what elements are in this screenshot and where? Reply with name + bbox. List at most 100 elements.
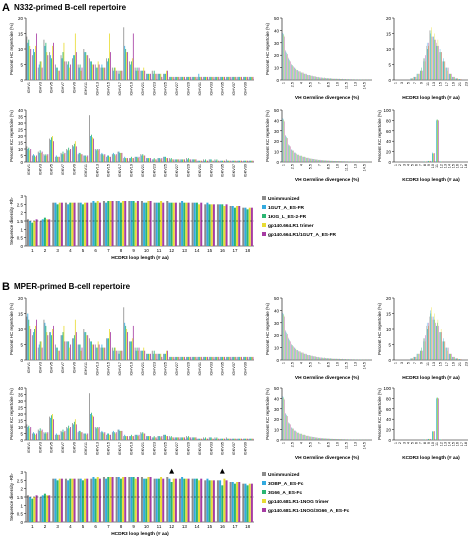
x-tick-label: IGHV35: [221, 82, 225, 96]
bar: [54, 202, 57, 246]
bar: [193, 356, 195, 360]
bar: [61, 58, 63, 80]
bar: [83, 329, 85, 360]
bar: [69, 428, 71, 440]
bar: [436, 398, 437, 440]
bar: [137, 70, 139, 80]
bar: [223, 478, 226, 522]
bar: [103, 433, 105, 440]
y-tick-label: 0: [388, 358, 391, 363]
bar: [132, 158, 134, 162]
x-tick-label: 17: [232, 524, 238, 529]
bar: [181, 477, 184, 522]
bar: [209, 76, 211, 80]
x-tick-label: 15: [452, 442, 456, 446]
x-tick-label: IGHV11: [84, 82, 88, 95]
bar: [34, 433, 35, 440]
bar: [106, 338, 108, 360]
x-tick-label: 13: [354, 442, 358, 446]
x-tick-label: 12: [169, 524, 175, 529]
bar: [38, 64, 40, 80]
bar: [54, 478, 57, 522]
bar: [92, 477, 95, 522]
bar: [127, 158, 129, 162]
bar: [191, 356, 193, 360]
y-tick-label: 30: [274, 41, 280, 46]
bar: [118, 429, 120, 440]
bar: [44, 155, 46, 162]
bar: [178, 478, 181, 522]
bar: [208, 356, 210, 360]
bar: [29, 45, 31, 80]
bar: [147, 73, 148, 80]
x-tick-label: 5: [406, 362, 410, 364]
bar: [55, 67, 57, 80]
bar: [101, 430, 103, 440]
bar: [243, 356, 244, 360]
panel-b-letter: B: [2, 281, 10, 293]
bar: [26, 495, 29, 522]
bar: [70, 344, 72, 360]
bar: [168, 76, 170, 80]
x-tick-label: 8: [120, 524, 123, 529]
bar: [33, 497, 36, 522]
bar: [175, 437, 177, 440]
x-tick-label: 12: [169, 248, 175, 253]
bar: [174, 478, 177, 522]
bar: [191, 159, 193, 162]
x-tick-label: 21: [458, 82, 462, 86]
bar: [134, 202, 137, 246]
bar: [165, 73, 166, 80]
x-tick-label: IGHV25: [164, 82, 168, 96]
y-tick-label: 5: [388, 63, 391, 68]
x-tick-label: IGKV37: [232, 164, 236, 177]
bar: [130, 477, 133, 522]
bar: [78, 430, 80, 440]
bar: [208, 437, 210, 440]
x-tick-label: IGKV19: [129, 164, 133, 177]
bar: [69, 67, 71, 80]
bar: [131, 338, 133, 360]
bar: [119, 478, 122, 522]
bar: [174, 159, 176, 162]
bar: [184, 76, 186, 80]
x-tick-label: 19: [452, 82, 456, 86]
bar: [64, 152, 66, 162]
bar: [126, 158, 128, 162]
bar: [111, 67, 113, 80]
bar: [73, 424, 74, 440]
x-tick-label: 12: [439, 164, 443, 168]
x-tick-label: 1: [31, 524, 34, 529]
y-tick-label: 0: [276, 358, 279, 363]
bar: [197, 76, 199, 80]
bar: [153, 70, 155, 80]
bar: [118, 151, 120, 162]
bar: [130, 434, 132, 440]
bar: [112, 350, 114, 360]
bar: [86, 55, 88, 80]
bar: [71, 478, 74, 522]
x-tick-label: IGHV17: [118, 82, 122, 96]
y-tick-label: 1.5: [17, 495, 24, 500]
bar: [53, 419, 54, 440]
bar: [155, 159, 157, 162]
bar: [64, 202, 67, 246]
bar: [123, 307, 125, 360]
chart-B-kc-div: 0 10 20 30 40 50 Percent KC repertoire (%) 1 2.5…: [265, 386, 372, 461]
bar: [35, 156, 36, 162]
x-tick-label: IGHV5: [50, 362, 54, 373]
bar: [129, 341, 130, 360]
bar: [211, 438, 213, 440]
bar: [140, 70, 142, 80]
bar: [238, 438, 240, 440]
bar: [94, 64, 96, 80]
bar: [30, 427, 32, 440]
bar: [425, 161, 427, 162]
x-tick-label: IGKV19: [129, 442, 133, 455]
bar: [201, 160, 203, 162]
bar: [208, 76, 210, 80]
y-tick-label: 2.5: [17, 478, 24, 483]
bar: [147, 436, 148, 440]
bar: [67, 64, 69, 80]
